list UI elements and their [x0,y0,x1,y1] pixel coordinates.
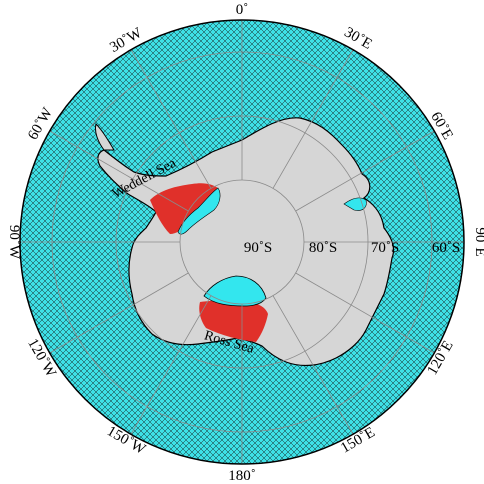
track-line [225,20,464,464]
latitude-label-80s: 80˚S [309,240,337,256]
track-line [279,20,464,464]
meridian-line [130,295,212,435]
antarctic-peninsula [95,123,115,151]
track-line [20,20,189,464]
track-line [273,20,464,464]
track-line [285,20,464,464]
track-line [255,20,464,464]
track-line [279,20,464,464]
latitude-label-70s: 70˚S [371,240,399,256]
track-line [297,20,464,464]
track-line [291,20,464,464]
track-line [237,20,464,464]
track-line [20,20,219,464]
ross-ice-shelf [203,275,267,307]
track-line [20,20,201,464]
graticule [20,20,464,464]
meridian-line [49,130,189,212]
track-line [297,20,464,464]
longitude-label-0: 0˚ [236,2,249,18]
track-line [20,20,249,464]
track-line [20,20,189,464]
track-line [20,20,213,464]
track-line [20,20,261,464]
track-line [303,20,464,464]
track-line [309,20,464,464]
track-line [20,20,261,464]
ross-sea-highlight [199,300,268,342]
track-line [20,20,225,464]
track-line [249,20,464,464]
track-line [231,20,464,464]
track-line [20,20,255,464]
meridian-line [272,295,354,435]
track-line [0,0,2,484]
track-line [20,20,183,464]
longitude-label-90e: 90˚E [472,227,484,256]
meridian-line [272,49,354,189]
track-line [20,20,237,464]
track-line [243,20,464,464]
meridian-line [49,272,189,354]
track-line [20,20,243,464]
track-line [285,20,464,464]
track-line [20,20,213,464]
track-line [243,20,464,464]
track-line [20,20,207,464]
track-line [273,20,464,464]
map-frame [19,19,465,465]
track-line [20,20,225,464]
track-line [20,20,243,464]
meridian-line [130,49,212,189]
meridian-line [295,272,435,354]
track-line [225,20,464,464]
track-line [20,20,207,464]
track-line [237,20,464,464]
track-line [303,20,464,464]
track-line [255,20,464,464]
longitude-label-180: 180˚ [228,468,256,484]
track-line [267,20,464,464]
antarctica-landmass [97,117,395,367]
longitude-label-90w: 90˚W [6,225,22,260]
track-line [20,20,201,464]
track-line [20,20,195,464]
filchner-ronne-ice-shelf [177,187,221,235]
track-line [231,20,464,464]
track-line [20,20,177,464]
track-line [20,20,255,464]
track-line [309,20,464,464]
track-line [249,20,464,464]
track-line [20,20,195,464]
track-line [20,20,237,464]
latitude-label-90s: 90˚S [244,240,272,256]
track-line [20,20,183,464]
track-line [20,20,231,464]
track-line [20,20,177,464]
latitude-label-60s: 60˚S [432,240,460,256]
meridian-line [295,130,435,212]
track-line [291,20,464,464]
track-line [0,0,2,484]
track-line [20,20,219,464]
track-line [20,20,231,464]
track-line [267,20,464,464]
track-line [20,20,249,464]
